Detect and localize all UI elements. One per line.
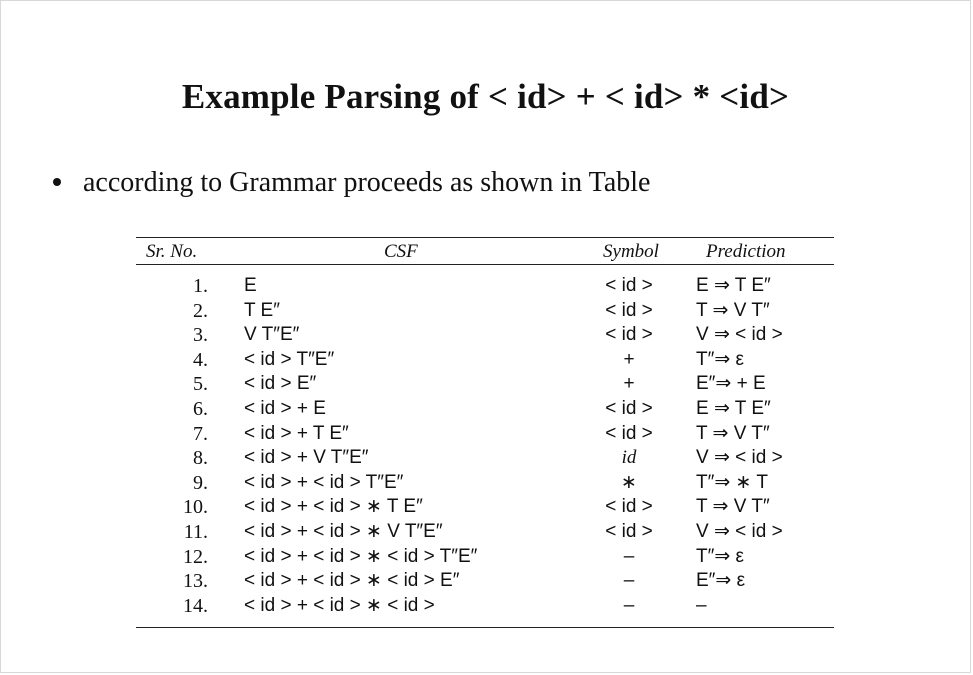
row-symbol: < id > bbox=[605, 397, 653, 419]
row-symbol: < id > bbox=[605, 422, 653, 444]
row-csf: < id > + T E″ bbox=[244, 422, 349, 444]
header-csf: CSF bbox=[384, 241, 418, 262]
row-csf: < id > + < id > ∗ < id > E″ bbox=[244, 570, 460, 592]
row-symbol: < id > bbox=[605, 520, 653, 542]
row-prediction: T ⇒ V T″ bbox=[696, 299, 770, 321]
table-row: 1. E < id > E ⇒ T E″ bbox=[136, 274, 834, 299]
row-prediction: E″⇒ + E bbox=[696, 373, 766, 395]
row-prediction: – bbox=[696, 594, 707, 616]
row-csf: < id > + < id > ∗ T E″ bbox=[244, 496, 423, 518]
row-csf: < id > + E bbox=[244, 397, 326, 419]
row-prediction: V ⇒ < id > bbox=[696, 324, 783, 346]
row-no: 1. bbox=[193, 275, 208, 297]
row-symbol: ∗ bbox=[621, 471, 637, 493]
row-symbol: – bbox=[623, 594, 635, 616]
row-csf: < id > + < id > ∗ V T″E″ bbox=[244, 520, 443, 542]
table-row: 12. < id > + < id > ∗ < id > T″E″ – T″⇒ … bbox=[136, 545, 834, 570]
row-prediction: V ⇒ < id > bbox=[696, 520, 783, 542]
row-no: 10. bbox=[183, 496, 208, 519]
row-prediction: T″⇒ ∗ T bbox=[696, 471, 768, 493]
row-csf: E bbox=[244, 275, 257, 296]
table-row: 2. T E″ < id > T ⇒ V T″ bbox=[136, 299, 834, 324]
table-row: 4. < id > T″E″ + T″⇒ ε bbox=[136, 348, 834, 373]
row-symbol: < id > bbox=[605, 324, 653, 346]
row-symbol: id bbox=[621, 447, 637, 469]
row-no: 12. bbox=[183, 545, 208, 568]
table-header-row: Sr. No. CSF Symbol Prediction bbox=[136, 238, 834, 264]
table-row: 5. < id > E″ + E″⇒ + E bbox=[136, 372, 834, 397]
row-prediction: T ⇒ V T″ bbox=[696, 496, 770, 518]
row-prediction: T″⇒ ε bbox=[696, 348, 745, 370]
row-csf: T E″ bbox=[244, 299, 280, 321]
row-symbol: – bbox=[623, 545, 635, 567]
row-prediction: E ⇒ T E″ bbox=[696, 275, 771, 296]
row-csf: < id > + < id > ∗ < id > bbox=[244, 594, 435, 616]
table-row: 7. < id > + T E″ < id > T ⇒ V T″ bbox=[136, 422, 834, 447]
row-no: 14. bbox=[183, 594, 208, 617]
row-no: 3. bbox=[193, 324, 208, 347]
row-symbol: + bbox=[623, 373, 635, 395]
row-prediction: V ⇒ < id > bbox=[696, 447, 783, 469]
row-csf: < id > + < id > T″E″ bbox=[244, 471, 404, 493]
parsing-table: Sr. No. CSF Symbol Prediction 1. E < id … bbox=[136, 237, 834, 618]
table-row: 11. < id > + < id > ∗ V T″E″ < id > V ⇒ … bbox=[136, 520, 834, 545]
table-row: 10. < id > + < id > ∗ T E″ < id > T ⇒ V … bbox=[136, 495, 834, 520]
row-no: 9. bbox=[193, 471, 208, 494]
row-no: 4. bbox=[193, 348, 208, 371]
header-sr-no: Sr. No. bbox=[146, 241, 198, 262]
table-header-rule bbox=[136, 264, 834, 265]
table-row: 13. < id > + < id > ∗ < id > E″ – E″⇒ ε bbox=[136, 569, 834, 594]
bullet-item: according to Grammar proceeds as shown i… bbox=[53, 167, 650, 199]
row-no: 2. bbox=[193, 299, 208, 322]
header-symbol: Symbol bbox=[603, 241, 659, 262]
table-top-rule bbox=[136, 237, 834, 238]
row-csf: < id > T″E″ bbox=[244, 348, 335, 370]
bullet-text: according to Grammar proceeds as shown i… bbox=[83, 167, 651, 198]
row-prediction: E ⇒ T E″ bbox=[696, 397, 771, 419]
table-row: 6. < id > + E < id > E ⇒ T E″ bbox=[136, 397, 834, 422]
row-prediction: T″⇒ ε bbox=[696, 545, 745, 567]
table-bottom-rule bbox=[136, 627, 834, 628]
row-symbol: + bbox=[623, 348, 635, 370]
table-row: 8. < id > + V T″E″ id V ⇒ < id > bbox=[136, 446, 834, 471]
row-csf: < id > + V T″E″ bbox=[244, 447, 369, 469]
row-symbol: < id > bbox=[605, 275, 653, 296]
row-csf: < id > + < id > ∗ < id > T″E″ bbox=[244, 545, 478, 567]
row-csf: < id > E″ bbox=[244, 373, 317, 395]
row-no: 7. bbox=[193, 422, 208, 445]
table-row: 9. < id > + < id > T″E″ ∗ T″⇒ ∗ T bbox=[136, 471, 834, 496]
row-prediction: T ⇒ V T″ bbox=[696, 422, 770, 444]
table-row: 14. < id > + < id > ∗ < id > – – bbox=[136, 594, 834, 619]
row-symbol: < id > bbox=[605, 496, 653, 518]
row-no: 8. bbox=[193, 447, 208, 470]
row-no: 6. bbox=[193, 397, 208, 420]
table-row: 3. V T″E″ < id > V ⇒ < id > bbox=[136, 323, 834, 348]
bullet-dot-icon bbox=[53, 177, 61, 186]
slide-title: Example Parsing of < id> + < id> * <id> bbox=[181, 77, 790, 116]
row-symbol: – bbox=[623, 570, 635, 592]
row-no: 13. bbox=[183, 570, 208, 593]
row-symbol: < id > bbox=[605, 299, 653, 321]
row-prediction: E″⇒ ε bbox=[696, 570, 746, 592]
header-prediction: Prediction bbox=[706, 241, 786, 262]
row-no: 11. bbox=[183, 520, 208, 543]
row-csf: V T″E″ bbox=[244, 324, 300, 346]
row-no: 5. bbox=[193, 373, 208, 396]
